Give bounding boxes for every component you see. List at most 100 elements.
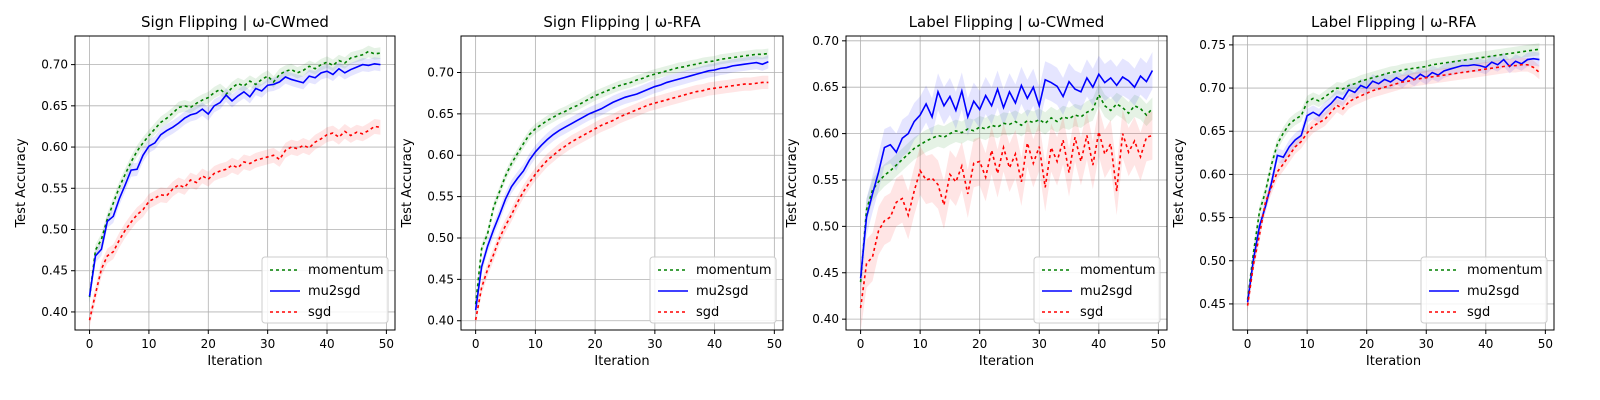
y-tick-label: 0.60	[427, 148, 454, 162]
y-tick-label: 0.55	[812, 173, 839, 187]
axes-frame	[460, 35, 784, 331]
chart-title: Label Flipping | ω-CWmed	[909, 13, 1105, 31]
x-tick-label: 10	[913, 337, 928, 351]
y-tick-label: 0.45	[427, 272, 454, 286]
x-tick-label: 40	[707, 337, 722, 351]
y-tick-label: 0.50	[1199, 254, 1226, 268]
x-tick-label: 20	[201, 337, 216, 351]
legend-label-mu2sgd: mu2sgd	[1467, 284, 1519, 299]
x-tick-label: 40	[319, 337, 334, 351]
legend: momentum mu2sgd sgd	[1420, 256, 1548, 324]
x-tick-label: 10	[528, 337, 543, 351]
legend: momentum mu2sgd sgd	[1033, 256, 1161, 324]
y-tick-label: 0.65	[427, 107, 454, 121]
y-tick-label: 0.65	[812, 80, 839, 94]
x-tick-label: 0	[86, 337, 94, 351]
legend: momentum mu2sgd sgd	[649, 256, 777, 324]
confidence-band-sgd	[89, 119, 381, 328]
legend-label-momentum: momentum	[696, 263, 772, 278]
x-tick-label: 0	[1244, 337, 1252, 351]
y-axis-label: Test Accuracy	[1172, 138, 1187, 228]
confidence-band-momentum	[860, 83, 1153, 294]
chart-title: Sign Flipping | ω-RFA	[543, 13, 701, 31]
legend-label-mu2sgd: mu2sgd	[308, 284, 360, 299]
y-tick-label: 0.50	[41, 222, 68, 236]
legend-label-mu2sgd: mu2sgd	[696, 284, 748, 299]
x-axis-label: Iteration	[979, 354, 1034, 369]
legend-box	[1033, 256, 1161, 324]
y-tick-label: 0.70	[427, 65, 454, 79]
legend-label-mu2sgd: mu2sgd	[1080, 284, 1132, 299]
x-tick-label: 20	[587, 337, 602, 351]
y-axis-label: Test Accuracy	[400, 138, 415, 228]
x-tick-label: 30	[1032, 337, 1047, 351]
chart-title: Sign Flipping | ω-CWmed	[141, 13, 329, 31]
series-line-mu2sgd	[859, 70, 1154, 279]
x-axis-label: Iteration	[594, 354, 649, 369]
series-line-momentum	[88, 50, 381, 298]
y-tick-label: 0.70	[41, 58, 68, 72]
y-tick-label: 0.75	[1199, 38, 1226, 52]
x-tick-label: 50	[1151, 337, 1166, 351]
series-line-sgd	[859, 131, 1153, 309]
confidence-band-sgd	[860, 107, 1153, 333]
series-line-sgd	[88, 125, 381, 321]
subplot-sign-flipping-cwmed: 0 10 20 30 40 50 0.40 0.45 0.50 0.55 0.60 0.65 0.70 S…	[14, 13, 396, 369]
series-line-sgd	[474, 81, 769, 321]
x-tick-label: 10	[141, 337, 156, 351]
series-line-mu2sgd	[474, 60, 769, 311]
y-tick-label: 0.45	[41, 264, 68, 278]
subplot-label-flipping-cwmed: 0 10 20 30 40 50 0.40 0.45 0.50 0.55 0.60 0.65 0.70 L…	[785, 13, 1168, 369]
x-tick-label: 50	[379, 337, 394, 351]
series-line-mu2sgd	[88, 62, 381, 297]
legend: momentum mu2sgd sgd	[261, 256, 389, 324]
x-tick-label: 40	[1091, 337, 1106, 351]
grid	[75, 36, 395, 330]
subplot-sign-flipping-rfa: 0 10 20 30 40 50 0.40 0.45 0.50 0.55 0.60 0.65 0.70 S…	[400, 13, 784, 369]
x-axis-label: Iteration	[1366, 354, 1421, 369]
legend-label-momentum: momentum	[1467, 263, 1543, 278]
y-tick-label: 0.70	[1199, 81, 1226, 95]
series-line-sgd	[1246, 63, 1540, 306]
y-tick-label: 0.60	[812, 127, 839, 141]
confidence-band-mu2sgd	[1247, 51, 1540, 310]
x-tick-label: 50	[1538, 337, 1553, 351]
legend-box	[649, 256, 777, 324]
x-tick-label: 30	[1419, 337, 1434, 351]
legend-label-sgd: sgd	[1467, 305, 1490, 320]
x-tick-label: 20	[972, 337, 987, 351]
series-line-momentum	[1246, 48, 1540, 300]
x-tick-label: 30	[260, 337, 275, 351]
x-tick-label: 20	[1359, 337, 1374, 351]
axes-frame	[1232, 35, 1555, 331]
legend-label-sgd: sgd	[308, 305, 331, 320]
chart-title: Label Flipping | ω-RFA	[1311, 13, 1477, 31]
y-tick-label: 0.60	[1199, 167, 1226, 181]
subplot-label-flipping-rfa: 0 10 20 30 40 50 0.45 0.50 0.55 0.60 0.65 0.70 0.75 L…	[1172, 13, 1555, 369]
y-tick-label: 0.50	[812, 219, 839, 233]
y-tick-label: 0.60	[41, 140, 68, 154]
x-tick-label: 0	[857, 337, 865, 351]
x-tick-label: 50	[767, 337, 782, 351]
y-tick-label: 0.70	[812, 34, 839, 48]
y-tick-label: 0.50	[427, 231, 454, 245]
legend-label-momentum: momentum	[308, 263, 384, 278]
y-axis-label: Test Accuracy	[14, 138, 29, 228]
y-tick-label: 0.55	[41, 181, 68, 195]
grid	[461, 36, 783, 330]
y-tick-label: 0.40	[41, 305, 68, 319]
y-tick-label: 0.55	[427, 190, 454, 204]
x-tick-label: 40	[1478, 337, 1493, 351]
y-tick-label: 0.40	[812, 312, 839, 326]
x-tick-label: 30	[647, 337, 662, 351]
legend-box	[261, 256, 389, 324]
x-tick-label: 0	[472, 337, 480, 351]
y-tick-label: 0.55	[1199, 211, 1226, 225]
legend-label-sgd: sgd	[1080, 305, 1103, 320]
axes-frame	[74, 35, 396, 331]
y-tick-label: 0.65	[1199, 124, 1226, 138]
y-tick-label: 0.65	[41, 99, 68, 113]
legend-label-momentum: momentum	[1080, 263, 1156, 278]
y-tick-label: 0.45	[1199, 297, 1226, 311]
